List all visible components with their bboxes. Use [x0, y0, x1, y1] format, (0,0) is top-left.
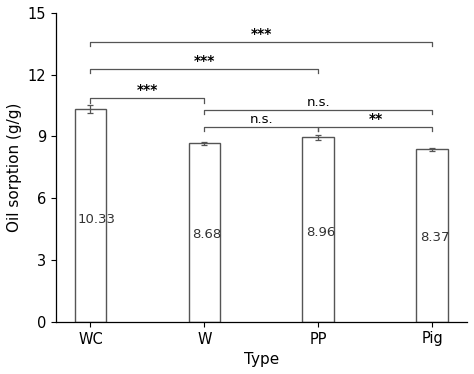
Text: 10.33: 10.33 — [78, 213, 116, 226]
Bar — [417, 150, 448, 322]
Y-axis label: Oil sorption (g/g): Oil sorption (g/g) — [7, 103, 22, 232]
Text: 8.96: 8.96 — [306, 226, 335, 239]
X-axis label: Type: Type — [244, 352, 279, 367]
Text: ***: *** — [251, 27, 272, 41]
Text: ***: *** — [194, 53, 215, 67]
Bar — [302, 137, 334, 322]
Bar — [189, 143, 220, 322]
Bar — [74, 109, 107, 322]
Text: ***: *** — [137, 83, 158, 97]
Text: n.s.: n.s. — [307, 96, 330, 109]
Text: 8.68: 8.68 — [192, 229, 221, 241]
Text: **: ** — [368, 112, 383, 126]
Text: 8.37: 8.37 — [420, 231, 449, 244]
Text: n.s.: n.s. — [250, 113, 273, 126]
